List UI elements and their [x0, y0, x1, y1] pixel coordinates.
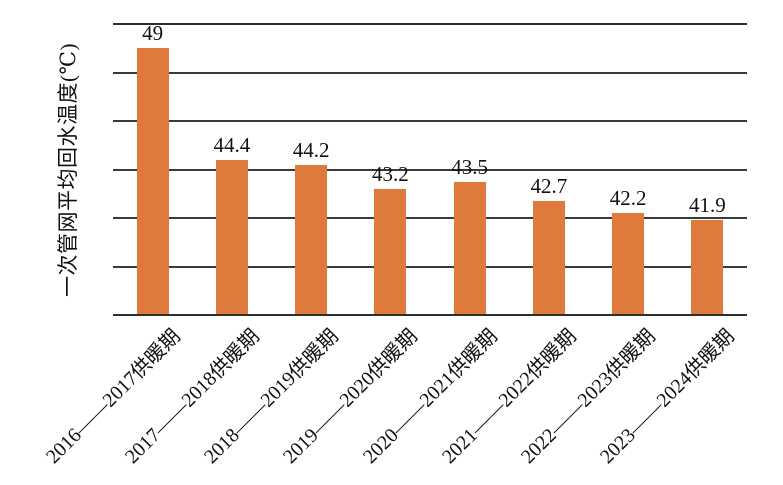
bar: [136, 48, 169, 315]
gridline: [113, 265, 747, 268]
bar-value-label: 41.9: [689, 193, 726, 218]
bar-value-label: 49: [142, 21, 164, 46]
x-tick-label: 2022——2023供暖期: [517, 325, 660, 469]
bar-value-label: 42.7: [530, 174, 568, 199]
bar-value-label: 44.4: [213, 132, 251, 157]
x-tick-label: 2021——2022供暖期: [437, 325, 581, 469]
bar: [453, 181, 486, 315]
x-tick-label: 2023——2024供暖期: [596, 325, 740, 469]
x-tick-label: 2017——2018供暖期: [120, 325, 264, 469]
x-tick-label: 2020——2021供暖期: [358, 325, 502, 469]
bar-value-label: 43.5: [451, 154, 488, 179]
x-axis-line: [113, 314, 747, 316]
bar: [295, 164, 328, 315]
bar-value-label: 44.2: [292, 137, 330, 162]
gridline: [113, 71, 747, 74]
plot-area: 49 44.4 44.2 43.2 43.5 42.7 42.2 41.9: [113, 23, 747, 316]
bar: [691, 220, 724, 315]
bar-value-label: 42.2: [609, 186, 647, 211]
plot-top-border: [113, 23, 747, 25]
gridline: [113, 120, 747, 122]
x-tick-label: 2016——2017供暖期: [41, 325, 185, 469]
gridline: [113, 217, 747, 219]
bar-value-label: 43.2: [372, 161, 409, 186]
x-tick-label: 2018——2019供暖期: [200, 325, 343, 469]
bar: [374, 188, 407, 315]
bar: [215, 159, 248, 315]
y-axis-title: 一次管网平均回水温度(℃): [56, 43, 80, 297]
bar: [612, 213, 645, 315]
bar: [532, 201, 565, 315]
gridline: [113, 168, 747, 171]
x-tick-label: 2019——2020供暖期: [279, 325, 423, 469]
